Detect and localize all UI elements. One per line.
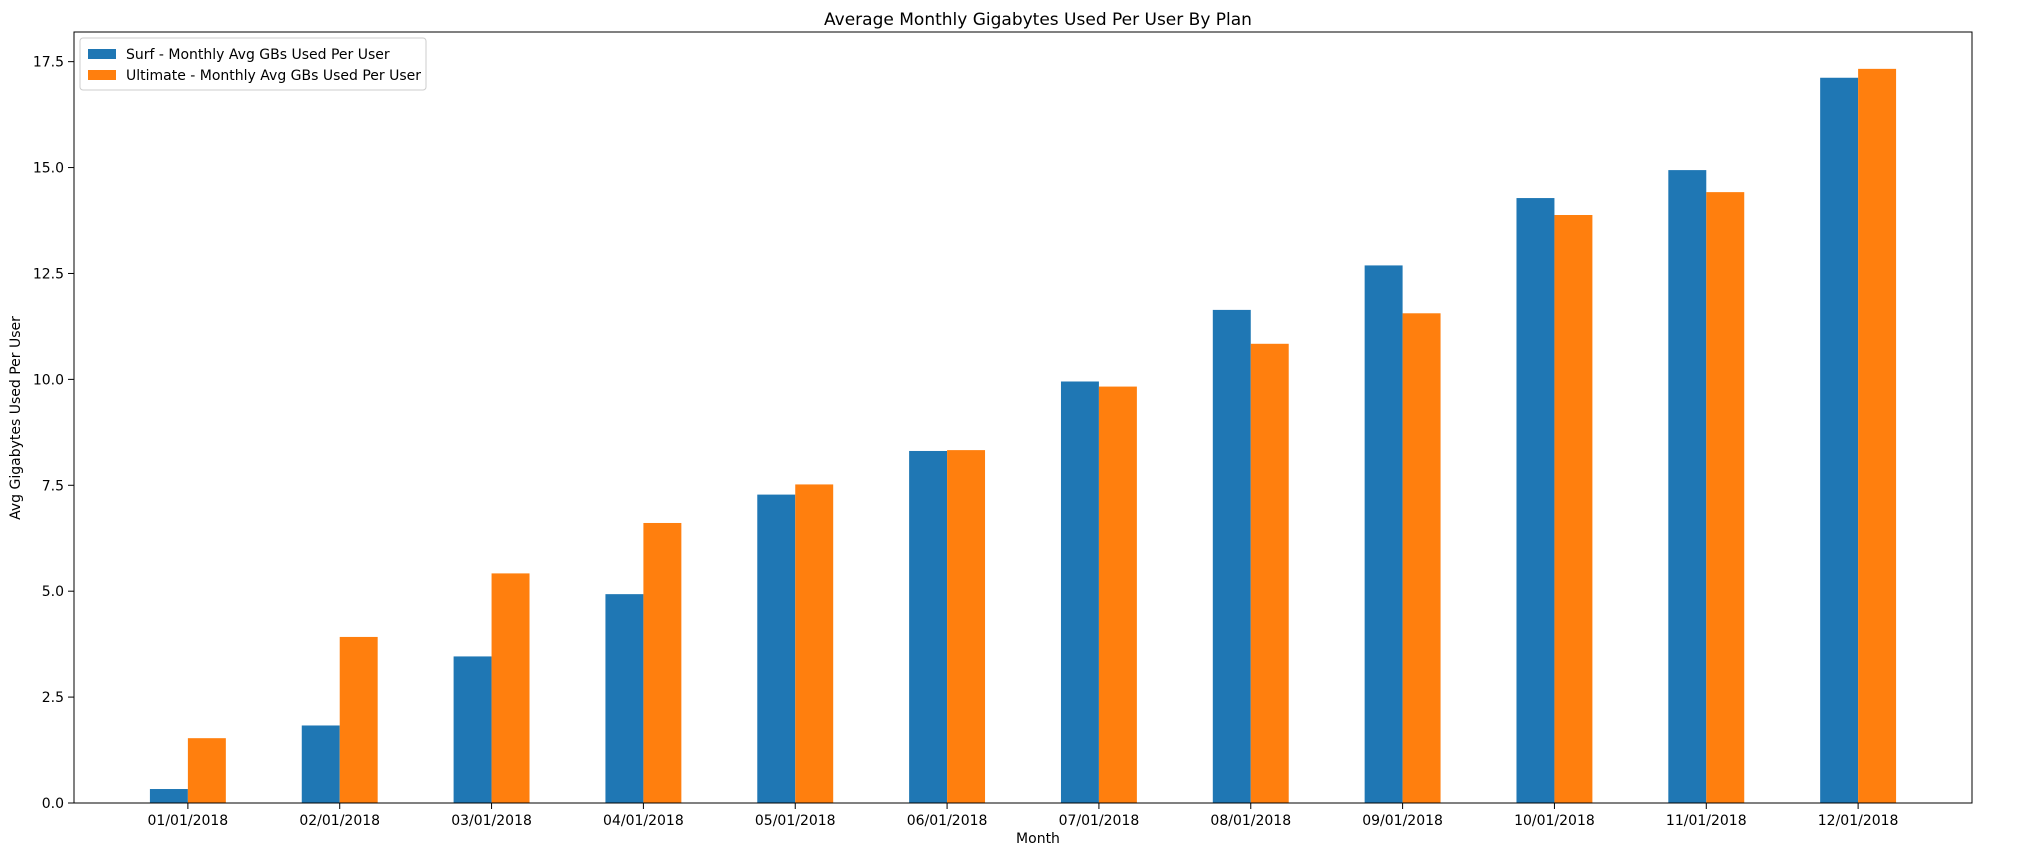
chart-title: Average Monthly Gigabytes Used Per User …	[824, 10, 1252, 30]
axes-group: 01/01/2018 02/01/2018 03/01/2018 04/01/2018…	[33, 31, 1973, 829]
bar-surf-6	[909, 450, 948, 803]
x-tick-label: 12/01/2018	[1818, 813, 1899, 829]
bar-surf-12	[1820, 77, 1859, 803]
bar-ultimate-2	[339, 636, 378, 803]
bar-surf-2	[301, 725, 340, 803]
x-tick-label: 11/01/2018	[1666, 813, 1747, 829]
y-axis-label: Avg Gigabytes Used Per User	[8, 316, 24, 520]
bar-ultimate-10	[1554, 215, 1593, 803]
bar-surf-5	[757, 494, 796, 803]
bar-ultimate-4	[643, 522, 682, 803]
legend: Surf - Monthly Avg GBs Used Per User Ulti…	[79, 37, 427, 91]
bar-ultimate-6	[947, 450, 986, 803]
bar-ultimate-7	[1098, 386, 1137, 803]
bar-ultimate-11	[1706, 192, 1745, 804]
bar-surf-8	[1212, 309, 1251, 803]
bar-ultimate-12	[1858, 68, 1897, 804]
x-tick-label: 06/01/2018	[907, 813, 988, 829]
y-tick-label: 2.5	[42, 690, 64, 706]
bar-surf-11	[1668, 170, 1707, 804]
bar-surf-7	[1060, 381, 1099, 803]
bars-group	[149, 68, 1897, 804]
y-tick-label: 5.0	[42, 584, 64, 600]
y-tick-label: 17.5	[33, 55, 64, 71]
x-tick-label: 01/01/2018	[148, 813, 229, 829]
bar-ultimate-1	[187, 738, 226, 803]
x-tick-label: 09/01/2018	[1362, 813, 1443, 829]
legend-label-ultimate: Ultimate - Monthly Avg GBs Used Per User	[126, 68, 421, 84]
legend-box	[79, 37, 427, 91]
bar-surf-4	[605, 594, 644, 803]
bar-surf-10	[1516, 198, 1555, 804]
bar-surf-9	[1364, 265, 1403, 804]
x-axis-label: Month	[1016, 831, 1060, 847]
y-tick-label: 10.0	[33, 372, 64, 388]
bar-surf-3	[453, 656, 492, 803]
legend-label-surf: Surf - Monthly Avg GBs Used Per User	[126, 47, 390, 63]
y-tick-label: 15.0	[33, 161, 64, 177]
bar-ultimate-9	[1402, 313, 1441, 803]
legend-swatch-surf	[88, 49, 116, 59]
bar-ultimate-5	[795, 484, 834, 803]
y-tick-label: 12.5	[33, 266, 64, 282]
x-tick-label: 03/01/2018	[451, 813, 532, 829]
legend-swatch-ultimate	[88, 70, 116, 80]
plot-frame	[73, 31, 1973, 804]
bar-surf-1	[149, 789, 188, 803]
x-tick-label: 04/01/2018	[603, 813, 684, 829]
x-tick-label: 10/01/2018	[1514, 813, 1595, 829]
x-tick-label: 02/01/2018	[299, 813, 380, 829]
y-tick-label: 7.5	[42, 478, 64, 494]
y-tick-label: 0.0	[42, 796, 64, 812]
x-tick-label: 08/01/2018	[1210, 813, 1291, 829]
x-tick-label: 07/01/2018	[1059, 813, 1140, 829]
x-tick-label: 05/01/2018	[755, 813, 836, 829]
bar-ultimate-8	[1250, 343, 1289, 803]
bar-ultimate-3	[491, 573, 530, 803]
